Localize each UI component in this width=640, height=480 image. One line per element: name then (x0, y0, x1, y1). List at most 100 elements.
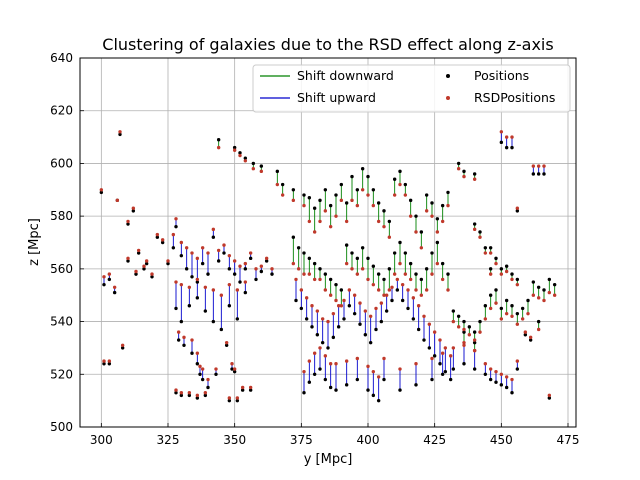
rsd-position-point (366, 364, 370, 369)
rsd-position-point (307, 219, 312, 224)
y-axis-ticks: 500 520 540 560 580 600 620 640 (50, 51, 84, 434)
y-tick-label: 540 (50, 315, 73, 329)
position-point (318, 267, 322, 271)
rsd-position-point (499, 130, 504, 134)
rsd-position-point (398, 182, 402, 187)
position-point (251, 161, 256, 166)
rsd-position-point (499, 272, 504, 276)
rsd-position-point (515, 206, 520, 210)
shift-lines (100, 131, 556, 401)
rsd-position-point (339, 304, 344, 308)
rsd-position-point (312, 230, 317, 234)
rsd-position-point (232, 367, 237, 371)
rsd-position-point (176, 330, 181, 334)
position-point (542, 172, 546, 176)
rsd-position-point (331, 311, 336, 316)
rsd-position-point (179, 391, 184, 395)
position-point (126, 222, 130, 226)
position-point (398, 169, 402, 174)
position-point (219, 327, 224, 332)
position-point (448, 377, 453, 382)
position-point (371, 393, 376, 398)
rsd-position-point (382, 224, 386, 229)
position-point (430, 251, 434, 255)
position-point (179, 253, 184, 258)
position-point (323, 272, 328, 276)
position-point (499, 267, 504, 271)
position-point (536, 319, 541, 324)
legend-label-shift-upward: Shift upward (297, 90, 376, 105)
rsd-position-point (99, 188, 104, 192)
position-point (414, 272, 418, 276)
position-point (211, 235, 216, 239)
rsd-position-point (342, 298, 346, 303)
position-point (510, 272, 514, 276)
rsd-position-point (243, 280, 248, 284)
position-point (232, 369, 237, 374)
rsd-position-point (432, 330, 437, 334)
position-point (102, 362, 106, 366)
position-point (102, 282, 106, 287)
y-tick-label: 620 (50, 104, 73, 118)
x-axis-label: y [Mpc] (304, 452, 353, 467)
rsd-position-point (222, 243, 226, 247)
position-point (203, 309, 208, 313)
rsd-position-point (160, 238, 165, 242)
rsd-position-point (334, 362, 338, 366)
position-point (368, 340, 373, 345)
rsd-position-point (483, 362, 488, 366)
position-point (467, 325, 472, 329)
rsd-position-point (216, 145, 221, 150)
rsd-position-point (259, 169, 264, 174)
position-point (414, 214, 418, 218)
position-point (198, 372, 202, 376)
position-point (254, 277, 258, 282)
rsd-position-point (510, 377, 514, 382)
rsd-position-point (408, 214, 413, 218)
x-tick-label: 475 (557, 433, 580, 447)
position-point (350, 174, 354, 179)
rsd-position-point (200, 246, 205, 250)
rsd-position-point (526, 311, 530, 316)
rsd-position-point (118, 130, 122, 134)
position-point (520, 306, 525, 311)
position-point (366, 174, 370, 179)
position-point (483, 372, 488, 376)
rsd-position-point (504, 311, 509, 316)
position-point (179, 393, 184, 398)
rsd-position-point (462, 174, 466, 179)
position-point (107, 277, 112, 282)
rsd-position-point (227, 396, 232, 400)
rsd-position-point (451, 319, 456, 324)
rsd-position-point (392, 193, 397, 197)
position-point (547, 396, 552, 400)
rsd-position-point (115, 198, 120, 203)
rsd-position-point (392, 272, 397, 276)
y-tick-label: 600 (50, 156, 73, 170)
x-tick-label: 325 (157, 433, 180, 447)
position-point (387, 219, 392, 224)
position-point (243, 156, 248, 160)
position-point (531, 172, 536, 176)
position-point (371, 188, 376, 192)
rsd-position-point (462, 340, 466, 345)
rsd-position-point (440, 277, 445, 282)
rsd-position-point (398, 367, 402, 371)
position-point (235, 398, 240, 403)
position-point (203, 393, 208, 398)
position-point (398, 388, 402, 392)
position-point (299, 306, 304, 311)
rsd-position-point (515, 322, 520, 326)
position-point (504, 298, 509, 303)
rsd-position-point (414, 362, 418, 366)
legend-box (252, 64, 571, 113)
position-point (494, 256, 498, 261)
rsd-position-point (472, 348, 477, 353)
rsd-position-point (355, 272, 360, 276)
position-point (214, 372, 218, 376)
position-point (302, 193, 306, 197)
position-point (355, 256, 360, 261)
position-point (291, 188, 296, 192)
rsd-position-point (166, 259, 170, 263)
position-point (336, 325, 341, 329)
